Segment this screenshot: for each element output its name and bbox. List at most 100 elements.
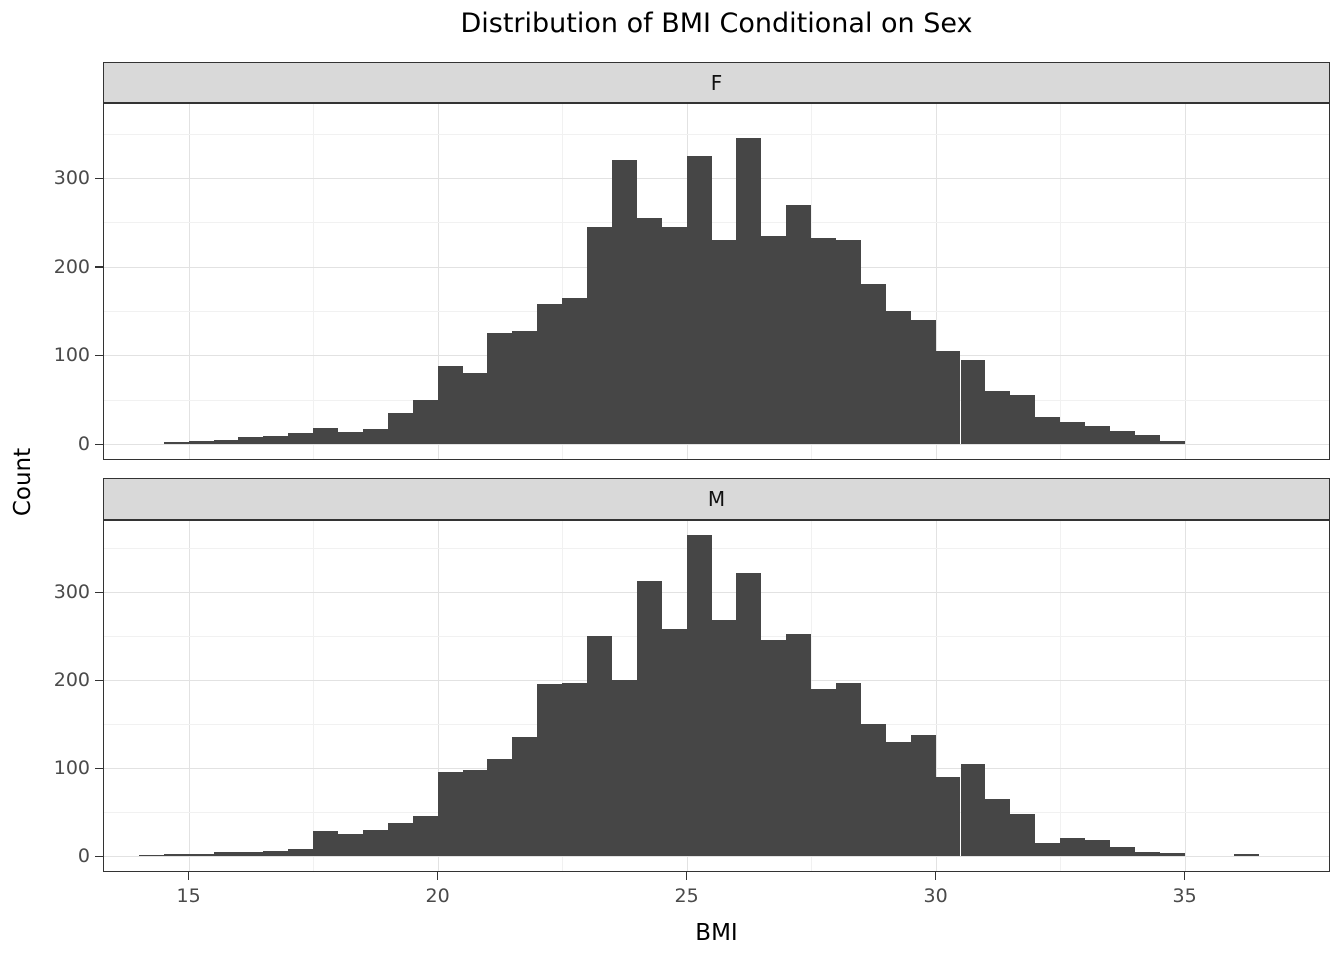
gridline-major-v [437,104,439,459]
histogram-bar [437,772,463,856]
gridline-major-h [104,178,1329,179]
histogram-bar [1109,430,1135,444]
facet-panel-m [103,520,1330,872]
histogram-bar [885,741,911,856]
histogram-bar [213,852,239,856]
x-axis-tick [187,872,190,880]
histogram-bar [761,235,787,444]
facet-strip-f: F [103,62,1330,103]
histogram-bar [487,759,513,856]
histogram-bar [611,160,637,444]
histogram-bar [1134,851,1160,856]
histogram-bar [636,217,662,444]
gridline-major-h [104,856,1329,857]
histogram-bar [338,834,363,856]
histogram-bar [412,816,438,856]
gridline-major-h [104,444,1329,445]
histogram-bar [362,829,388,856]
gridline-major-v [935,521,937,871]
histogram-bar [238,851,264,856]
histogram-bar [661,226,687,444]
histogram-bar [711,620,737,856]
gridline-major-v [188,521,190,871]
histogram-bar [786,634,812,856]
histogram-bar [512,737,538,856]
histogram-bar [163,442,189,444]
facet-strip-f-label: F [710,70,723,95]
histogram-bar [786,204,812,444]
histogram-bar [611,680,637,856]
histogram-bar [860,724,886,856]
histogram-bar [1159,853,1185,856]
plot-title: Distribution of BMI Conditional on Sex [460,8,973,39]
histogram-bar [263,850,289,856]
histogram-bar [313,428,339,444]
histogram-bar [587,636,612,856]
histogram-bar [462,769,488,856]
gridline-major-v [437,521,439,871]
histogram-bar [836,240,861,444]
histogram-bar [736,572,762,856]
histogram-bar [860,284,886,444]
x-tick-label: 30 [923,885,948,907]
y-axis-tick [95,855,103,857]
y-tick-label: 300 [53,167,90,189]
histogram-bar [462,373,488,444]
gridline-major-v [1184,104,1186,459]
facet-strip-m-label: M [707,487,726,511]
histogram-bar [761,640,787,856]
histogram-bar [1035,417,1061,444]
gridline-minor-v [562,104,564,459]
histogram-bar [138,855,164,856]
x-axis-tick [934,872,937,880]
histogram-bar [836,682,861,856]
histogram-bar [288,848,314,856]
histogram-bar [313,831,339,856]
histogram-bar [362,428,388,444]
y-axis-tick [95,767,103,769]
y-axis-tick [95,679,103,681]
histogram-bar [1010,813,1036,856]
y-axis-tick [95,591,103,593]
x-axis-tick [436,872,439,880]
gridline-minor-v [1060,521,1062,871]
histogram-bar [1234,854,1260,856]
histogram-bar [711,240,737,444]
histogram-bar [686,534,712,856]
histogram-bar [636,580,662,856]
gridline-major-h [104,592,1329,593]
gridline-minor-v [313,104,315,459]
gridline-minor-v [313,521,315,871]
x-tick-label: 25 [674,885,699,907]
y-axis-tick [95,354,103,357]
histogram-bar [587,226,612,444]
histogram-bar [1060,838,1085,856]
x-axis-title: BMI [695,920,738,946]
histogram-bar [537,684,563,856]
histogram-bar [437,365,463,444]
histogram-bar [1010,395,1036,444]
histogram-bar [188,854,214,856]
histogram-bar [412,399,438,444]
histogram-bar [1035,842,1061,856]
histogram-bar [387,822,413,856]
histogram-bar [985,390,1011,444]
histogram-bar [935,350,961,444]
histogram-bar [960,763,986,856]
facet-strip-m: M [103,478,1330,520]
y-tick-label: 200 [53,255,90,278]
histogram-bar [537,303,563,444]
histogram-bar [1084,840,1110,856]
histogram-bar [686,155,712,444]
histogram-bar [238,436,264,444]
gridline-major-v [935,104,937,459]
y-tick-label: 200 [53,669,90,691]
histogram-bar [1159,441,1185,444]
histogram-bar [562,297,588,444]
histogram-bar [512,330,538,444]
histogram-bar [188,441,214,444]
histogram-bar [487,333,513,444]
x-tick-label: 20 [425,885,450,907]
gridline-minor-h [104,133,1329,135]
